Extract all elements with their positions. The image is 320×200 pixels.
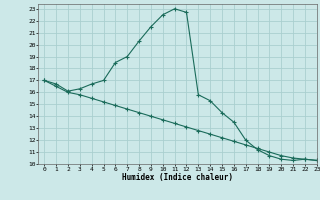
X-axis label: Humidex (Indice chaleur): Humidex (Indice chaleur) — [122, 173, 233, 182]
